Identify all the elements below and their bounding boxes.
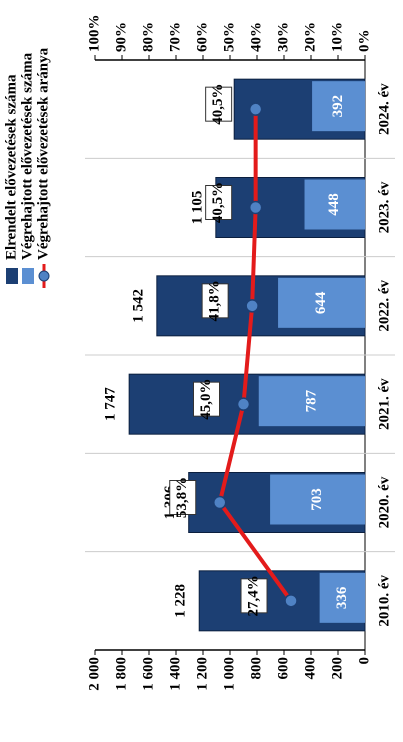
y-tick-label: 2 000 bbox=[86, 657, 102, 691]
x-tick-label: 2024. év bbox=[376, 83, 392, 135]
executed-bar bbox=[319, 572, 366, 623]
ratio-marker bbox=[248, 102, 263, 116]
value-label: 392 bbox=[330, 95, 346, 118]
value-label: 448 bbox=[326, 193, 342, 216]
executed-bar bbox=[258, 376, 366, 427]
ratio-label: 53,8% bbox=[174, 477, 190, 518]
ratio-label-box bbox=[205, 86, 233, 122]
x-tick-label: 2022. év bbox=[376, 280, 392, 332]
y-tick-label: 1 000 bbox=[221, 657, 237, 691]
value-label: 336 bbox=[334, 586, 350, 609]
value-label: 703 bbox=[309, 488, 325, 511]
ratio-label: 45,0% bbox=[198, 379, 214, 420]
x-tick-label: 2010. év bbox=[376, 575, 392, 627]
y2-tick-label: 70% bbox=[167, 22, 183, 52]
legend-label: Végrehajtott elővezetések száma bbox=[19, 52, 35, 260]
rotated-chart: 0 200 400 600 800 1 000 1 200 1 400 1 600 1 800 2 … bbox=[3, 15, 395, 691]
ratio-label-box bbox=[240, 578, 268, 614]
value-label: 1 105 bbox=[189, 191, 205, 225]
ratio-label-box bbox=[169, 480, 197, 515]
y2-tick-label: 30% bbox=[275, 22, 291, 52]
ratio-marker bbox=[284, 594, 298, 608]
y-tick-label: 400 bbox=[302, 657, 318, 680]
value-label: 1 542 bbox=[130, 289, 146, 323]
y-tick-label: 0 bbox=[356, 657, 372, 665]
y2-tick-label: 80% bbox=[140, 22, 156, 52]
ratio-line bbox=[217, 109, 293, 603]
y2-tick-label: 60% bbox=[194, 22, 210, 52]
legend-label: Végrehajtott elővezetések aránya bbox=[35, 47, 51, 260]
y2-tick-label: 0% bbox=[356, 30, 372, 53]
ratio-marker bbox=[212, 495, 227, 510]
y-tick-label: 800 bbox=[248, 657, 264, 680]
legend-swatch bbox=[22, 268, 34, 284]
value-label: 1 747 bbox=[103, 387, 119, 421]
legend-label: Elrendelt elővezetések száma bbox=[3, 74, 19, 260]
ratio-marker bbox=[248, 200, 263, 215]
y2-tick-label: 90% bbox=[113, 22, 129, 52]
x-tick-label: 2023. év bbox=[376, 181, 392, 233]
value-label: 1 228 bbox=[173, 584, 189, 618]
ratio-label-box bbox=[201, 283, 229, 319]
y2-tick-label: 100% bbox=[86, 15, 102, 53]
ratio-label-box bbox=[205, 185, 233, 220]
y2-tick-label: 50% bbox=[221, 22, 237, 52]
value-label: 644 bbox=[313, 291, 329, 314]
y-tick-label: 200 bbox=[329, 657, 345, 680]
ratio-marker bbox=[245, 299, 259, 313]
executed-bar bbox=[312, 81, 365, 132]
y-tick-label: 1 400 bbox=[167, 657, 183, 691]
executed-bar bbox=[278, 277, 365, 328]
x-tick-label: 2020. év bbox=[376, 476, 392, 528]
y2-tick-label: 10% bbox=[329, 22, 345, 52]
ratio-label-box bbox=[193, 381, 220, 417]
executed-bar bbox=[304, 179, 365, 230]
ratio-label: 27,4% bbox=[245, 575, 261, 616]
ratio-label: 41,8% bbox=[207, 280, 223, 321]
y2-tick-label: 40% bbox=[248, 22, 264, 52]
legend-marker bbox=[38, 270, 50, 282]
ratio-label: 40,5% bbox=[210, 84, 226, 125]
y2-tick-label: 20% bbox=[302, 22, 318, 52]
y-tick-label: 600 bbox=[275, 657, 291, 680]
legend-swatch bbox=[6, 268, 18, 284]
y-tick-label: 1 200 bbox=[194, 657, 210, 691]
y-tick-label: 1 600 bbox=[140, 657, 156, 691]
ratio-marker bbox=[236, 397, 251, 411]
y-tick-label: 1 800 bbox=[113, 657, 129, 691]
ratio-label: 40,5% bbox=[210, 182, 226, 223]
value-label: 787 bbox=[303, 389, 319, 412]
x-tick-label: 2021. év bbox=[376, 378, 392, 430]
executed-bar bbox=[270, 474, 365, 525]
